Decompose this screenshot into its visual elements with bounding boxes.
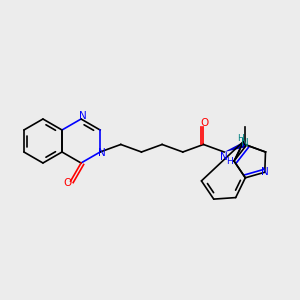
Text: N: N: [79, 111, 87, 121]
Polygon shape: [224, 142, 246, 152]
Text: N: N: [98, 148, 106, 158]
Text: N: N: [241, 138, 248, 148]
Text: N: N: [220, 152, 228, 162]
Text: H: H: [226, 157, 232, 166]
Text: O: O: [200, 118, 208, 128]
Text: N: N: [261, 167, 269, 177]
Text: O: O: [64, 178, 72, 188]
Text: H: H: [237, 134, 244, 142]
